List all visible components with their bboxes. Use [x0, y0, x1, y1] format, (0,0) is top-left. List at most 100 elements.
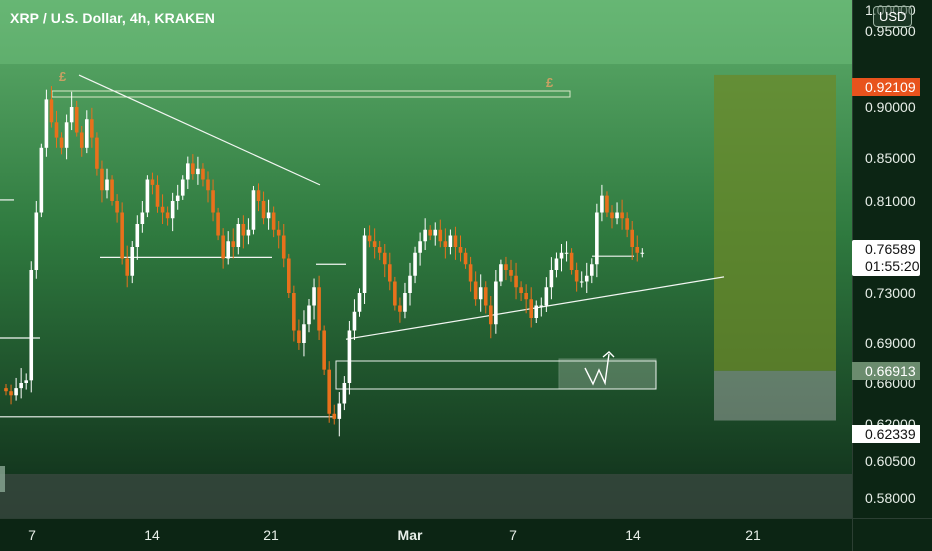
- candle-body: [95, 137, 99, 169]
- candle-body: [620, 212, 624, 219]
- candle-body: [9, 391, 13, 396]
- candle-body: [605, 195, 609, 213]
- candle-body: [569, 252, 574, 270]
- candle-body: [610, 212, 614, 219]
- candle-body: [175, 195, 180, 201]
- candle-body: [312, 287, 316, 306]
- candle-body: [34, 212, 39, 270]
- candle-body: [74, 107, 79, 133]
- candle-body: [49, 99, 54, 123]
- candle-body: [372, 241, 377, 247]
- candle-body: [69, 107, 74, 123]
- candle-body: [170, 201, 175, 219]
- candle-body: [155, 184, 160, 207]
- candle-body: [281, 235, 286, 259]
- price-tick-label: 0.95000: [865, 23, 916, 39]
- candle-body: [428, 229, 432, 236]
- candle-body: [110, 179, 114, 201]
- candle-body: [388, 264, 392, 282]
- candle-body: [423, 229, 427, 242]
- candle-body: [79, 132, 84, 148]
- high-price-badge: 0.92109: [852, 78, 920, 96]
- candle-body: [150, 179, 155, 185]
- low-price-badge: 0.62339: [852, 425, 920, 443]
- candle-body: [231, 241, 236, 247]
- price-tick-label: 0.85000: [865, 150, 916, 166]
- candle-body: [509, 270, 513, 276]
- price-tick-label: 0.69000: [865, 335, 916, 351]
- trendline: [78, 74, 321, 186]
- last-price-badge: 0.76589 01:55:20: [852, 240, 920, 276]
- candle-body: [276, 229, 281, 236]
- candle-body: [342, 383, 347, 404]
- price-tick-label: 0.90000: [865, 99, 916, 115]
- candle-body: [443, 241, 448, 247]
- candle-body: [307, 305, 311, 325]
- candle-body: [322, 330, 326, 370]
- candle-body: [302, 324, 306, 343]
- candle-body: [408, 275, 412, 293]
- axis-corner: [852, 518, 932, 551]
- bottom-band: [0, 474, 852, 518]
- candle-body: [514, 275, 518, 288]
- candle-body: [382, 252, 387, 265]
- candle-body: [367, 235, 372, 242]
- candle-body: [524, 293, 528, 300]
- candle-body: [574, 270, 579, 282]
- time-tick-label: 7: [509, 527, 517, 543]
- candle-body: [579, 281, 584, 283]
- candle-body: [352, 311, 357, 331]
- candle-body: [337, 403, 342, 419]
- candle-body: [640, 252, 645, 254]
- candle-body: [554, 258, 559, 270]
- price-tick-label: 0.60500: [865, 453, 916, 469]
- time-tick-label: 21: [263, 527, 279, 543]
- time-tick-label: 14: [625, 527, 641, 543]
- candle-body: [453, 235, 458, 247]
- currency-button[interactable]: USD: [873, 6, 913, 27]
- candle-body: [221, 235, 225, 259]
- candle-body: [19, 383, 23, 389]
- candle-body: [549, 270, 554, 288]
- target-zone: [714, 74, 836, 371]
- candle-body: [105, 179, 109, 191]
- candle-body: [468, 264, 473, 282]
- candle-body: [100, 168, 104, 191]
- candle-body: [418, 241, 422, 253]
- price-tick-label: 0.81000: [865, 193, 916, 209]
- candle-body: [90, 119, 94, 138]
- candle-body: [635, 247, 640, 253]
- time-tick-label: Mar: [397, 527, 423, 543]
- candle-body: [499, 264, 503, 282]
- candle-body: [463, 252, 468, 265]
- time-tick-label: 7: [28, 527, 36, 543]
- pound-annotation-right: £: [546, 75, 554, 90]
- candle-body: [287, 258, 291, 293]
- candle-body: [332, 413, 337, 419]
- candlestick-chart[interactable]: £ £: [0, 0, 852, 518]
- candle-body: [4, 388, 8, 392]
- candle-body: [135, 224, 140, 247]
- chart-plot-area[interactable]: £ £ XRP / U.S. Dollar, 4h, KRAKEN: [0, 0, 852, 518]
- candle-body: [297, 330, 301, 343]
- candle-body: [256, 190, 261, 201]
- candle-body: [251, 190, 256, 230]
- price-tick-label: 0.58000: [865, 490, 916, 506]
- candle-body: [539, 305, 544, 307]
- candle-body: [347, 330, 352, 383]
- candle-body: [54, 122, 59, 138]
- last-price-value: 0.76589: [865, 241, 916, 257]
- chart-background: [0, 0, 852, 518]
- candle-body: [145, 179, 150, 213]
- candle-body: [615, 212, 619, 219]
- candle-body: [403, 293, 407, 312]
- candle-body: [125, 258, 129, 276]
- mid-price-badge: 0.66913: [852, 362, 920, 380]
- time-axis[interactable]: 7 14 21 Mar 7 14 21: [0, 518, 852, 551]
- candle-body: [120, 212, 124, 259]
- candle-body: [266, 212, 271, 219]
- candle-body: [413, 252, 417, 276]
- time-tick-label: 14: [144, 527, 160, 543]
- candle-body: [534, 305, 539, 318]
